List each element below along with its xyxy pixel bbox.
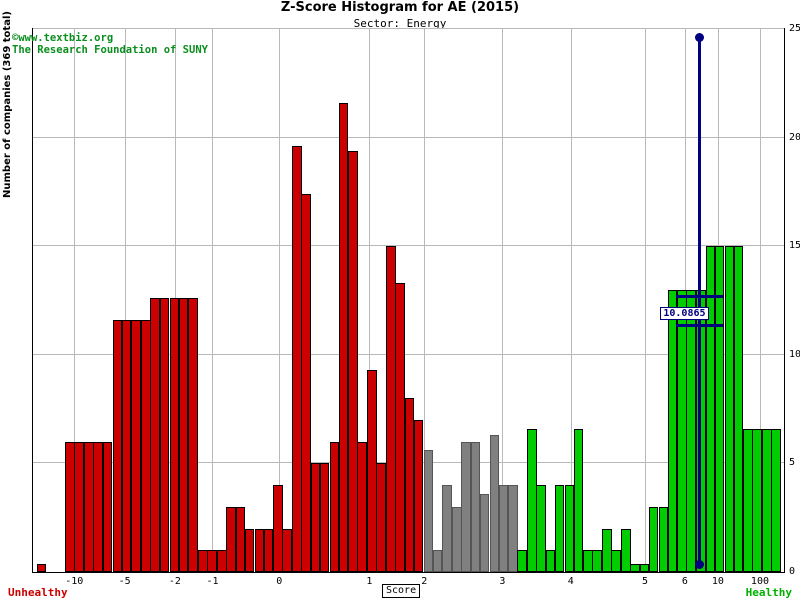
y-tick-label: 5 [789, 457, 796, 469]
gridline-vertical [212, 29, 214, 572]
gridline-vertical [570, 29, 572, 572]
histogram-bar [508, 485, 518, 572]
unhealthy-label: Unhealthy [8, 586, 68, 599]
histogram-bar [93, 441, 103, 572]
credit-website: ©www.textbiz.org [12, 32, 114, 44]
histogram-bar [282, 528, 292, 572]
histogram-bar [150, 298, 160, 572]
histogram-bar [621, 528, 631, 572]
histogram-bar [131, 320, 141, 572]
x-tick-label: 3 [499, 576, 506, 587]
gridline-horizontal [33, 353, 784, 355]
histogram-bar [413, 419, 424, 572]
score-marker-cap [676, 323, 724, 327]
histogram-bar [244, 528, 255, 572]
histogram-bar [319, 463, 330, 572]
y-tick-label: 25 [789, 23, 800, 34]
x-tick-label: 100 [750, 576, 769, 587]
histogram-bar [498, 485, 509, 572]
histogram-bar [686, 289, 696, 572]
y-tick-label: 15 [789, 240, 800, 252]
gridline-horizontal [33, 245, 784, 247]
histogram-bar [648, 506, 659, 572]
healthy-label: Healthy [745, 586, 792, 599]
gridline-vertical [645, 29, 647, 572]
histogram-bar [159, 298, 170, 572]
histogram-bar [573, 428, 584, 572]
histogram-bar [74, 441, 84, 572]
gridline-vertical [369, 29, 371, 572]
y-tick-label: 10 [789, 348, 800, 360]
x-tick-label: -2 [168, 576, 181, 587]
x-tick-label: 1 [366, 576, 373, 587]
histogram-bar [423, 450, 434, 572]
x-tick-label: -1 [206, 576, 219, 587]
x-axis-title: Score [382, 584, 421, 598]
gridline-vertical [502, 29, 504, 572]
histogram-bar [592, 550, 603, 572]
histogram-bar [554, 485, 565, 572]
gridline-vertical [424, 29, 426, 572]
x-tick-label: 0 [276, 576, 283, 587]
histogram-bar [188, 298, 198, 572]
histogram-bar [226, 506, 236, 572]
score-marker-line [698, 37, 702, 566]
x-tick-label: 2 [421, 576, 428, 587]
x-tick-label: 10 [711, 576, 724, 587]
y-tick-label: 0 [789, 566, 796, 577]
score-marker-top-dot [695, 32, 705, 42]
chart-title: Z-Score Histogram for AE (2015) [280, 0, 520, 15]
score-marker-bottom-dot [695, 560, 705, 570]
histogram-bar [121, 320, 132, 572]
histogram-bar [394, 283, 405, 572]
histogram-bar [714, 246, 725, 572]
histogram-bar [442, 485, 452, 572]
x-tick-label: 6 [681, 576, 688, 587]
histogram-bar [178, 298, 189, 572]
histogram-bar [36, 564, 47, 572]
histogram-bar [207, 550, 217, 572]
x-tick-label: -5 [118, 576, 131, 587]
histogram-bar [667, 289, 678, 572]
histogram-bar [432, 550, 443, 572]
histogram-bar [517, 550, 527, 572]
histogram-bar [733, 246, 744, 572]
plot-area: 10.0865 [32, 28, 785, 573]
score-marker-value-label: 10.0865 [660, 307, 709, 321]
histogram-bar [263, 528, 274, 572]
y-tick-label: 20 [789, 131, 800, 143]
gridline-vertical [124, 29, 126, 572]
histogram-bar [536, 485, 546, 572]
histogram-bar [301, 194, 311, 572]
histogram-bar [357, 441, 367, 572]
histogram-bar [461, 441, 471, 572]
gridline-vertical [279, 29, 281, 572]
histogram-bar [338, 102, 349, 572]
gridline-vertical [74, 29, 76, 572]
y-axis-label: Number of companies (369 total) [2, 11, 13, 198]
x-tick-label: 5 [642, 576, 649, 587]
gridline-vertical [759, 29, 761, 572]
gridline-horizontal [33, 136, 784, 138]
x-tick-label: 4 [567, 576, 574, 587]
histogram-bar [771, 428, 781, 572]
histogram-bar [348, 150, 358, 572]
gridline-horizontal [33, 28, 784, 29]
histogram-bar [102, 441, 113, 572]
credit-organization: The Research Foundation of SUNY [12, 44, 208, 56]
chart-subtitle: Sector: Energy [353, 17, 447, 30]
histogram-bar [479, 493, 490, 572]
histogram-bar [630, 564, 640, 572]
score-marker-cap [676, 295, 724, 299]
histogram-bar [611, 550, 621, 572]
histogram-bar [752, 428, 762, 572]
x-tick-label: -10 [65, 576, 84, 587]
histogram-bar [376, 463, 386, 572]
